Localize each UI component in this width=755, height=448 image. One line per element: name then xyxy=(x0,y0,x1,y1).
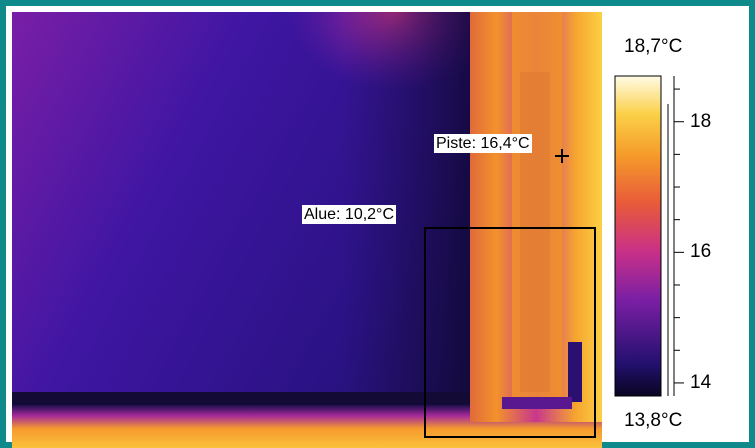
colorbar-tick-label: 14 xyxy=(690,371,712,393)
thermal-image: Piste: 16,4°C Alue: 10,2°C xyxy=(12,12,602,448)
colorbar-max-label: 18,7°C xyxy=(624,36,683,57)
spot-measurement-label: Piste: 16,4°C xyxy=(434,134,532,153)
colorbar-tick-label: 18 xyxy=(690,110,712,132)
measurement-area-box xyxy=(424,227,596,438)
colorbar-tick-label: 16 xyxy=(690,241,712,263)
area-measurement-label: Alue: 10,2°C xyxy=(302,205,397,224)
crosshair-icon xyxy=(555,149,569,163)
colorbar-gradient xyxy=(614,75,662,397)
color-scale: 18,7°C 14 16 18 13,8°C xyxy=(602,6,755,448)
colorbar-ticks xyxy=(674,88,684,384)
colorbar-min-label: 13,8°C xyxy=(624,410,683,431)
